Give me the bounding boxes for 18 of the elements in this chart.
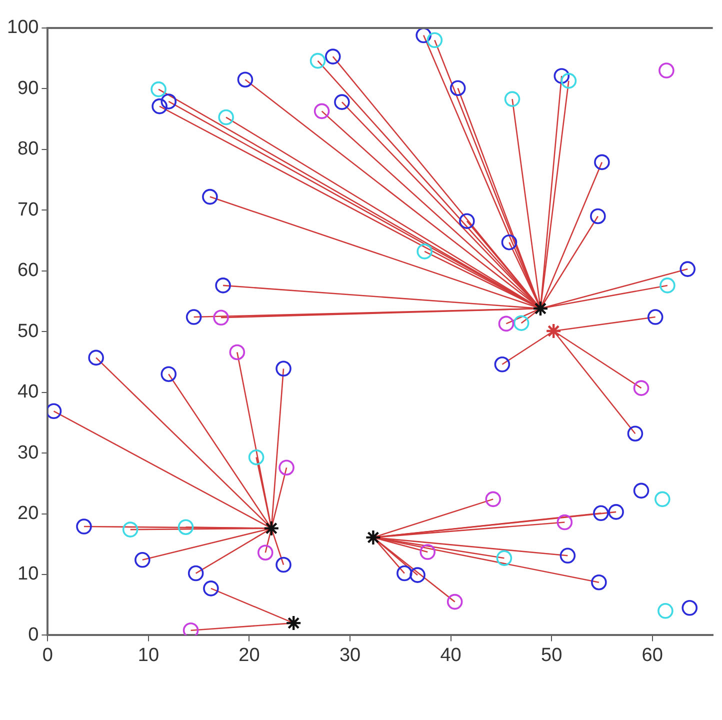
y-tick-label: 80 [18, 138, 39, 160]
x-tick-label: 40 [440, 644, 462, 666]
y-tick-label: 20 [18, 502, 39, 524]
y-tick-label: 0 [28, 624, 39, 646]
y-tick-label: 50 [18, 320, 39, 342]
x-tick-label: 10 [138, 644, 160, 666]
y-tick-label: 100 [7, 17, 39, 38]
x-tick-label: 60 [642, 644, 663, 666]
y-tick-label: 30 [18, 442, 39, 464]
x-tick-label: 50 [540, 644, 562, 666]
x-tick-label: 0 [42, 644, 53, 666]
y-tick-label: 90 [18, 78, 39, 99]
y-tick-label: 70 [18, 199, 39, 220]
y-tick-label: 60 [18, 260, 39, 282]
x-tick-label: 20 [238, 644, 260, 666]
y-tick-label: 40 [18, 382, 39, 403]
y-tick-label: 10 [18, 564, 39, 585]
x-tick-label: 30 [339, 644, 361, 666]
